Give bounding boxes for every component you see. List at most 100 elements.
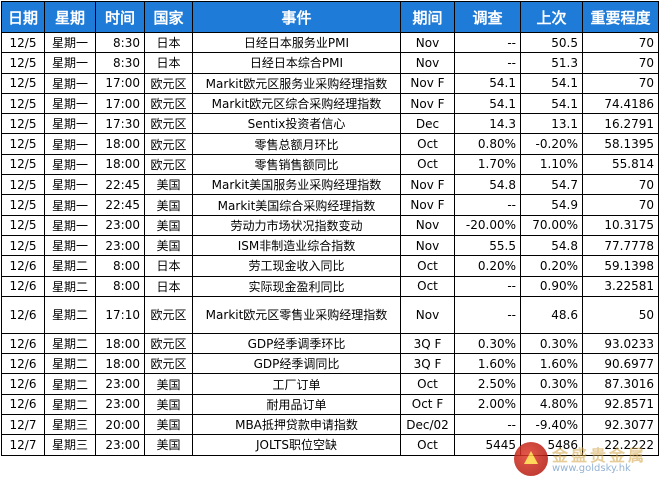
cell-survey: 14.3 — [454, 113, 521, 135]
cell-weekday: 星期一 — [44, 133, 96, 155]
cell-weekday: 星期一 — [44, 72, 96, 94]
cell-event: 零售销售额同比 — [192, 153, 401, 176]
economic-calendar-table: 日期 星期 时间 国家 事件 期间 调查 上次 重要程度 12/5 星期一 8:30… — [1, 1, 659, 456]
cell-period: 3Q F — [400, 332, 455, 355]
cell-importance: 58.1395 — [582, 133, 659, 155]
cell-time: 17:30 — [95, 113, 145, 135]
cell-period: Oct — [400, 434, 455, 456]
cell-importance: 70 — [582, 52, 659, 74]
cell-survey: -- — [454, 31, 521, 54]
cell-weekday: 星期二 — [44, 393, 96, 416]
table-row: 12/6 星期二 18:00 欧元区 GDP经季调同比 3Q F 1.60% 1.60% 90.… — [1, 353, 659, 375]
cell-survey: -- — [454, 275, 521, 297]
cell-survey: 2.50% — [454, 373, 521, 395]
col-header-weekday: 星期 — [44, 1, 96, 33]
cell-date: 12/5 — [1, 133, 45, 155]
cell-period: Nov — [400, 295, 455, 334]
cell-weekday: 星期一 — [44, 214, 96, 236]
cell-date: 12/6 — [1, 373, 45, 395]
cell-period: Oct — [400, 373, 455, 395]
cell-date: 12/5 — [1, 52, 45, 74]
cell-period: Nov — [400, 234, 455, 257]
cell-survey: 0.30% — [454, 332, 521, 355]
cell-importance: 90.6977 — [582, 353, 659, 375]
col-header-survey: 调查 — [454, 1, 521, 33]
table-row: 12/5 星期一 18:00 欧元区 零售总额月环比 Oct 0.80% -0.20% 58.1… — [1, 133, 659, 155]
cell-date: 12/6 — [1, 393, 45, 416]
cell-importance: 93.0233 — [582, 332, 659, 355]
cell-country: 美国 — [144, 214, 193, 236]
cell-time: 18:00 — [95, 332, 145, 355]
cell-country: 美国 — [144, 234, 193, 257]
col-header-importance: 重要程度 — [582, 1, 659, 33]
cell-survey: 54.1 — [454, 72, 521, 94]
table-row: 12/5 星期一 23:00 美国 ISM非制造业综合指数 Nov 55.5 54.8 77.7… — [1, 234, 659, 257]
cell-prior: 51.3 — [520, 52, 583, 74]
cell-date: 12/5 — [1, 194, 45, 216]
cell-importance: 92.3077 — [582, 414, 659, 436]
cell-period: Dec — [400, 113, 455, 135]
col-header-time: 时间 — [95, 1, 145, 33]
cell-period: Oct — [400, 133, 455, 155]
cell-period: Oct — [400, 153, 455, 176]
cell-country: 欧元区 — [144, 133, 193, 155]
cell-event: Markit美国服务业采购经理指数 — [192, 174, 401, 196]
cell-period: Oct F — [400, 393, 455, 416]
table-body: 12/5 星期一 8:30 日本 日经日本服务业PMI Nov -- 50.5 70 12/5 星期… — [1, 31, 659, 456]
cell-event: 耐用品订单 — [192, 393, 401, 416]
cell-country: 美国 — [144, 393, 193, 416]
table-row: 12/5 星期一 22:45 美国 Markit美国综合采购经理指数 Nov F -- 54.… — [1, 194, 659, 216]
cell-survey: 2.00% — [454, 393, 521, 416]
cell-country: 日本 — [144, 255, 193, 277]
cell-survey: -20.00% — [454, 214, 521, 236]
cell-survey: 54.8 — [454, 174, 521, 196]
cell-survey: 0.80% — [454, 133, 521, 155]
cell-time: 22:45 — [95, 174, 145, 196]
cell-importance: 70 — [582, 174, 659, 196]
cell-date: 12/7 — [1, 434, 45, 456]
cell-prior: -0.20% — [520, 133, 583, 155]
cell-importance: 55.814 — [582, 153, 659, 176]
cell-country: 欧元区 — [144, 353, 193, 375]
cell-weekday: 星期二 — [44, 275, 96, 297]
table-row: 12/5 星期一 23:00 美国 劳动力市场状况指数变动 Nov -20.00% 70.00… — [1, 214, 659, 236]
cell-prior: 5486 — [520, 434, 583, 456]
cell-event: 日经日本综合PMI — [192, 52, 401, 74]
cell-prior: 0.20% — [520, 255, 583, 277]
cell-prior: 54.1 — [520, 92, 583, 115]
cell-weekday: 星期二 — [44, 353, 96, 375]
cell-country: 日本 — [144, 31, 193, 54]
cell-survey: -- — [454, 194, 521, 216]
cell-event: 劳工现金收入同比 — [192, 255, 401, 277]
cell-weekday: 星期一 — [44, 113, 96, 135]
cell-country: 美国 — [144, 194, 193, 216]
cell-date: 12/6 — [1, 332, 45, 355]
cell-period: Nov — [400, 31, 455, 54]
cell-period: Nov — [400, 214, 455, 236]
cell-time: 23:00 — [95, 373, 145, 395]
table-row: 12/5 星期一 17:30 欧元区 Sentix投资者信心 Dec 14.3 13.1 16.… — [1, 113, 659, 135]
cell-date: 12/6 — [1, 275, 45, 297]
cell-prior: 0.90% — [520, 275, 583, 297]
cell-prior: 54.9 — [520, 194, 583, 216]
cell-country: 欧元区 — [144, 153, 193, 176]
table-row: 12/5 星期一 17:00 欧元区 Markit欧元区综合采购经理指数 Nov F 54.… — [1, 92, 659, 115]
cell-date: 12/5 — [1, 31, 45, 54]
cell-date: 12/5 — [1, 214, 45, 236]
cell-date: 12/6 — [1, 295, 45, 334]
header-row: 日期 星期 时间 国家 事件 期间 调查 上次 重要程度 — [1, 1, 659, 33]
cell-prior: 50.5 — [520, 31, 583, 54]
cell-weekday: 星期二 — [44, 255, 96, 277]
cell-importance: 16.2791 — [582, 113, 659, 135]
col-header-country: 国家 — [144, 1, 193, 33]
cell-prior: 1.10% — [520, 153, 583, 176]
cell-country: 美国 — [144, 434, 193, 456]
cell-event: 日经日本服务业PMI — [192, 31, 401, 54]
cell-period: Oct — [400, 275, 455, 297]
cell-prior: 0.30% — [520, 332, 583, 355]
table-row: 12/5 星期一 22:45 美国 Markit美国服务业采购经理指数 Nov F 54.8… — [1, 174, 659, 196]
cell-time: 17:00 — [95, 72, 145, 94]
cell-time: 23:00 — [95, 434, 145, 456]
table-row: 12/5 星期一 18:00 欧元区 零售销售额同比 Oct 1.70% 1.10% 55.81… — [1, 153, 659, 176]
cell-country: 欧元区 — [144, 92, 193, 115]
